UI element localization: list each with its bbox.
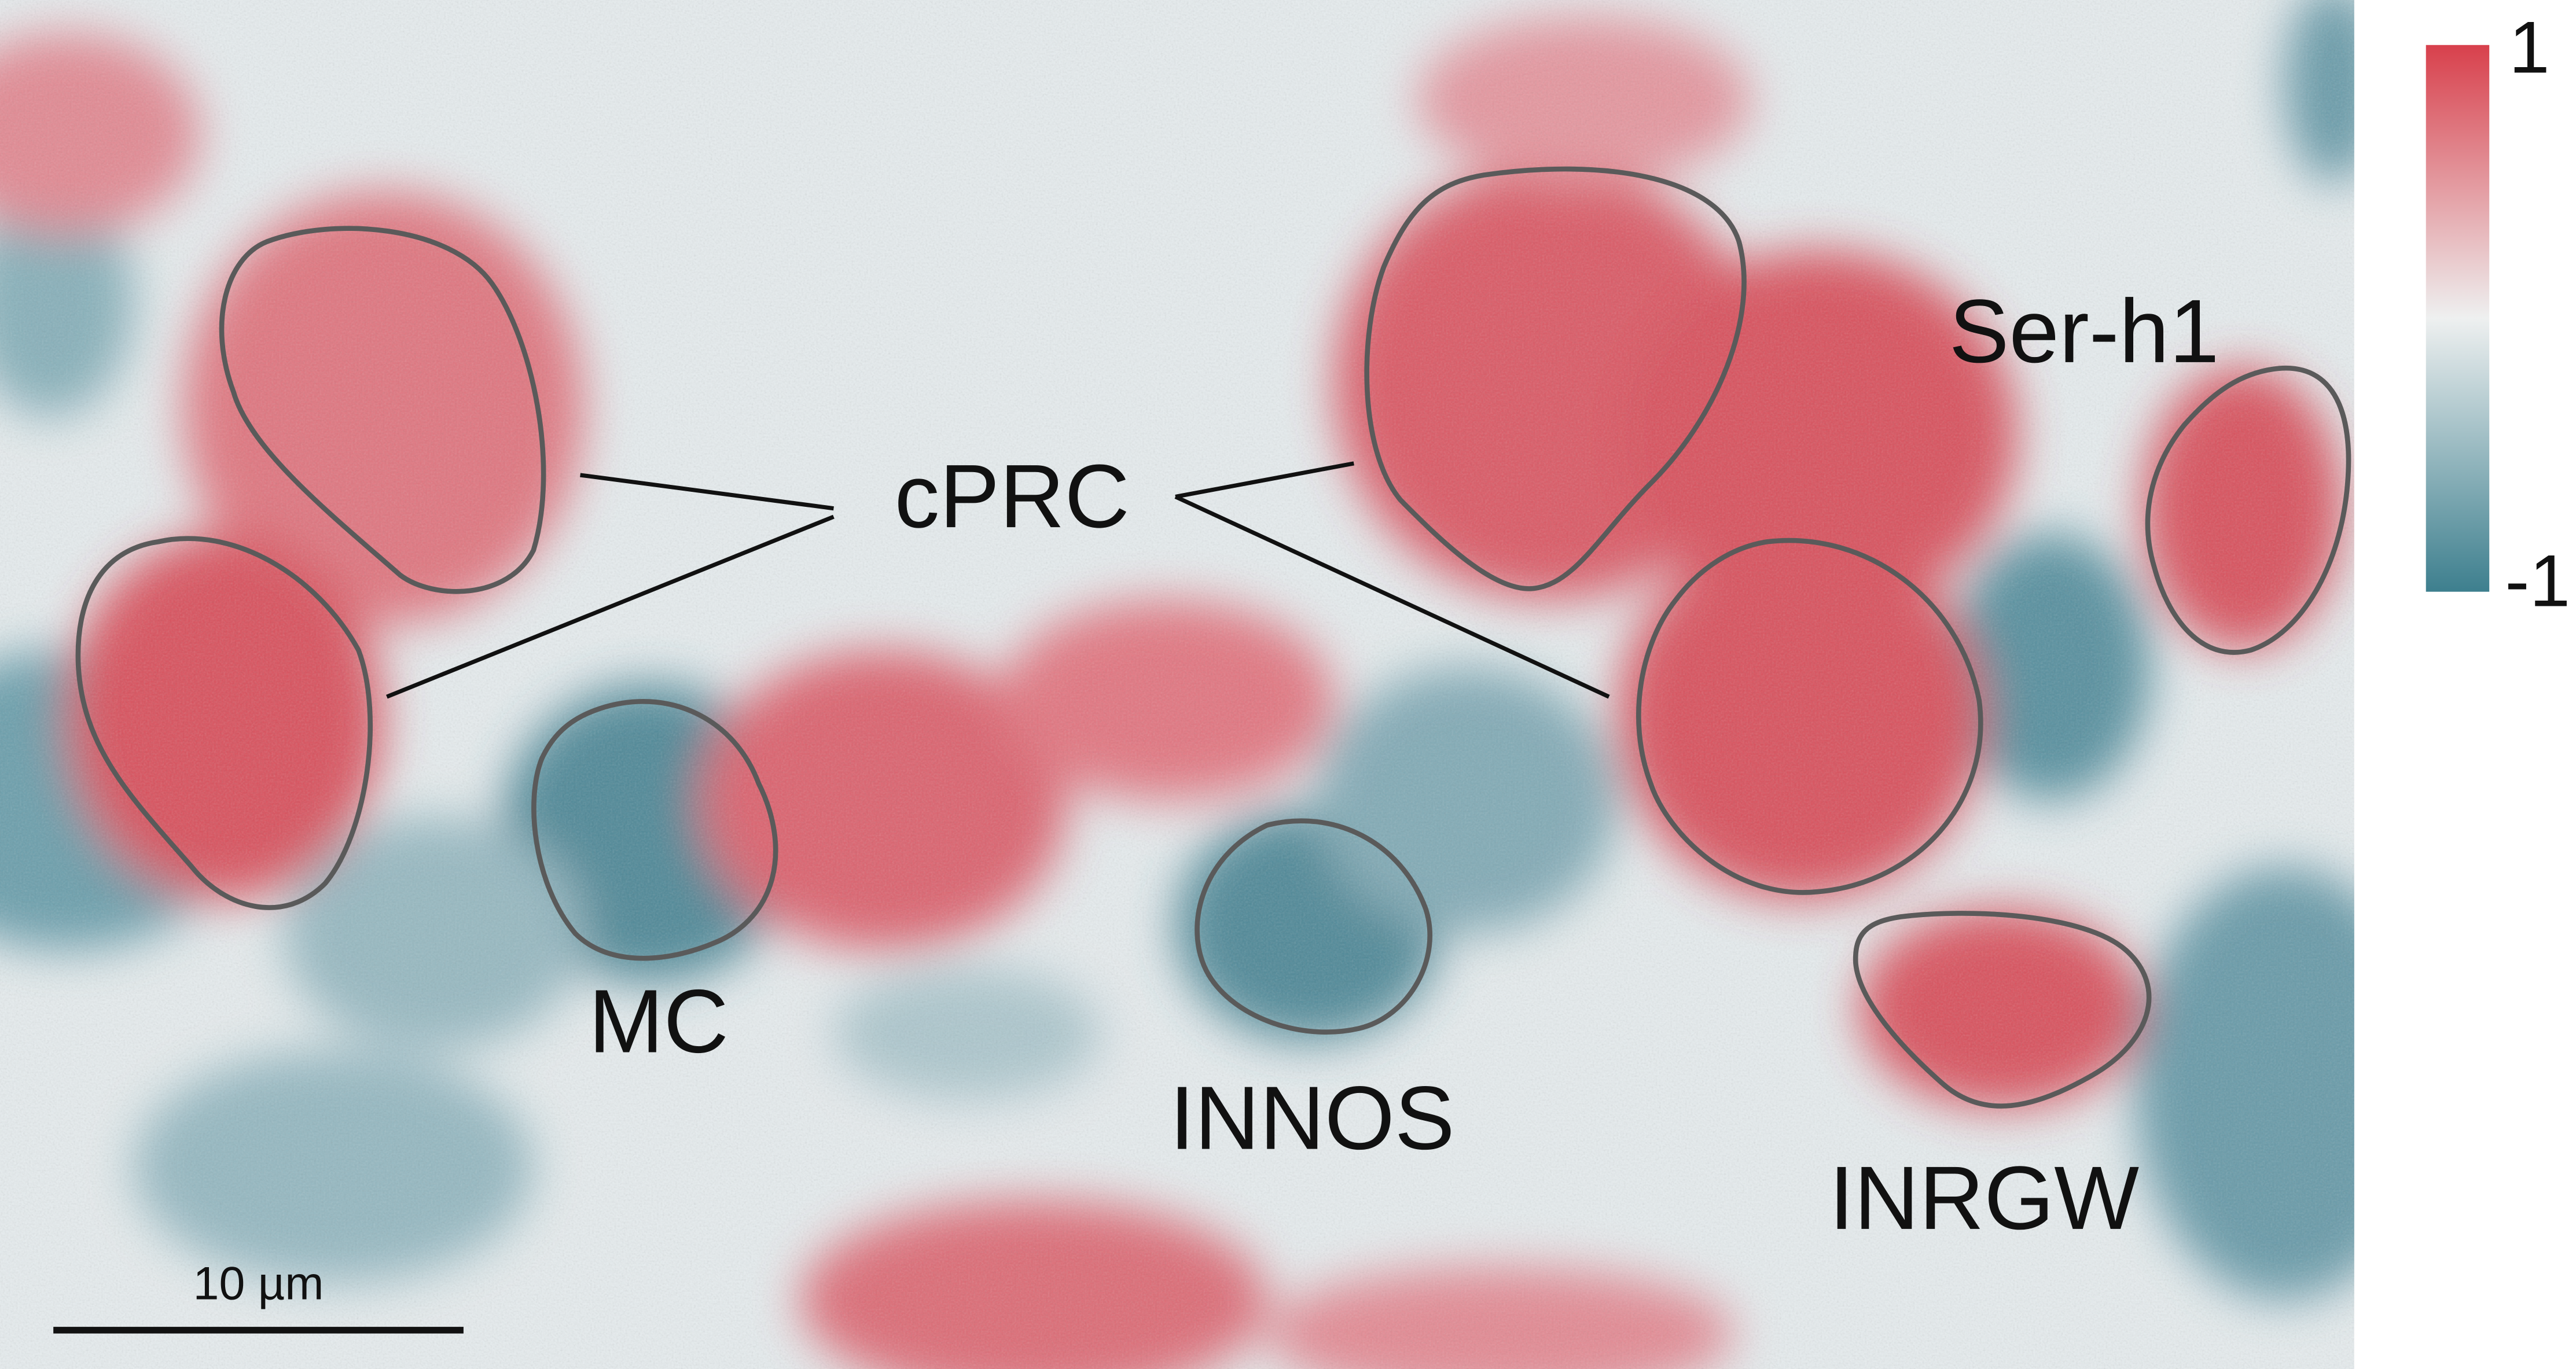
noise <box>0 0 2354 1369</box>
colorbar <box>2426 45 2490 592</box>
cell-label: Ser-h1 <box>1949 281 2219 381</box>
micrograph: cPRC Ser-h1 MC INNOS INRGW 10 µm <box>0 0 2354 1369</box>
cell-outline <box>75 536 373 910</box>
cell-outline <box>1195 818 1432 1035</box>
cell-label: MC <box>589 971 729 1072</box>
pointer-line <box>1174 495 1610 699</box>
pointer-line <box>580 473 834 511</box>
cell-label: cPRC <box>895 446 1130 546</box>
pointer-line <box>386 514 835 699</box>
cell-outline <box>2145 365 2351 655</box>
colorbar-min: -1 <box>2505 540 2570 622</box>
cell-label: INNOS <box>1170 1068 1455 1168</box>
cell-outline <box>1364 166 1747 591</box>
cell-outline <box>1853 911 2152 1109</box>
cell-outline <box>219 226 546 594</box>
pointer-line <box>1175 461 1354 499</box>
cell-outline <box>1636 538 1983 895</box>
cell-outline <box>531 699 778 961</box>
colorbar-max: 1 <box>2509 6 2550 89</box>
cell-label: INRGW <box>1829 1147 2139 1248</box>
scale-bar-label: 10 µm <box>193 1257 324 1309</box>
